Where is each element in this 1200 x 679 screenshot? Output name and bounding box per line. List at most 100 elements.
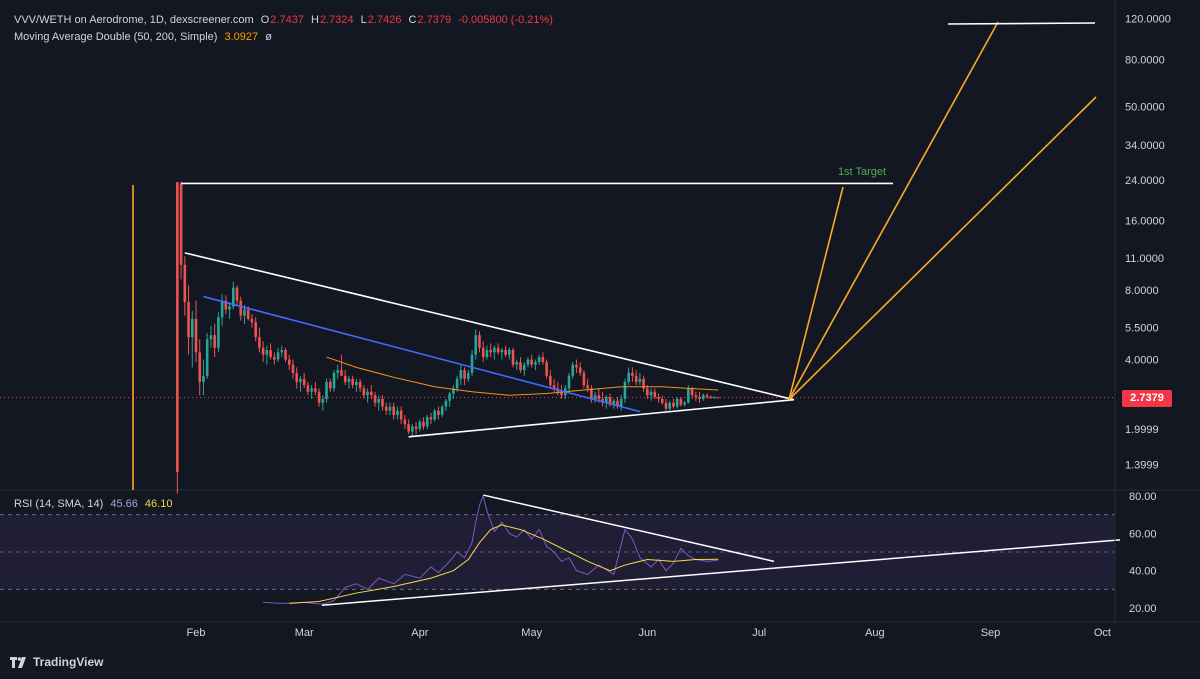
price-axis-label: 16.0000 (1125, 216, 1165, 228)
candle-body (250, 318, 254, 323)
candle-body (287, 359, 291, 365)
candle-body (347, 378, 351, 382)
candle-body (295, 372, 299, 382)
rsi-axis-label: 60.00 (1129, 528, 1157, 540)
candle-body (448, 393, 451, 401)
candle-body (317, 391, 321, 403)
time-axis-label: Jun (638, 627, 656, 639)
top-target-line (947, 22, 1096, 25)
candle-body (459, 370, 463, 379)
price-axis-label: 5.5000 (1125, 323, 1159, 335)
candle-body (466, 372, 470, 379)
ma-label: Moving Average Double (50, 200, Simple) (14, 31, 218, 43)
candle-body (381, 398, 384, 407)
candle-body (243, 309, 246, 316)
tradingview-wordmark: TradingView (33, 655, 104, 669)
candle-body (642, 378, 645, 389)
last-price-tag: 2.7379 (1122, 390, 1172, 407)
candle-body (496, 347, 500, 353)
price-axis-label: 4.0000 (1125, 355, 1159, 367)
first-target-label: 1st Target (838, 166, 886, 178)
candle-body (541, 357, 545, 363)
candle-body (232, 287, 235, 307)
candle-body (258, 337, 261, 348)
candle-body (508, 349, 511, 355)
candle-body (485, 349, 489, 358)
candle-body (370, 391, 373, 396)
candle-body (246, 309, 250, 319)
candle-body (418, 421, 422, 429)
candle-body (597, 395, 601, 399)
time-axis-label: Feb (187, 627, 206, 639)
rsi-lower-trendline (321, 539, 1121, 606)
candle-body (299, 378, 302, 382)
candle-body (306, 385, 310, 392)
price-axis-label: 34.0000 (1125, 140, 1165, 152)
price-axis-label: 120.0000 (1125, 14, 1171, 26)
candle-body (183, 264, 187, 303)
candle-body (444, 400, 448, 407)
rsi-header: RSI (14, SMA, 14) 45.66 46.10 (14, 498, 176, 510)
candle-body (694, 395, 698, 398)
candle-body (235, 287, 239, 301)
price-axis-label: 1.9999 (1125, 424, 1159, 436)
ma-extra: ø (265, 31, 272, 43)
candle-body (664, 402, 668, 409)
candle-body (261, 347, 265, 355)
candle-body (515, 362, 519, 365)
candle-body (198, 352, 202, 382)
candle-body (646, 388, 649, 396)
candle-body (605, 397, 608, 403)
candle-body (601, 398, 604, 403)
candle-body (619, 398, 623, 407)
candle-body (683, 402, 686, 405)
candle-body (325, 381, 328, 399)
candle-body (481, 347, 485, 358)
rsi-sma-value: 46.10 (144, 498, 173, 510)
candle-body (549, 375, 552, 386)
open-key: O (260, 14, 270, 26)
rsi-axis-label: 20.00 (1129, 603, 1157, 615)
candle-body (179, 183, 183, 265)
candle-body (265, 349, 269, 355)
triangle-upper-line (184, 252, 795, 401)
candle-body (690, 388, 694, 396)
candle-body (687, 388, 690, 403)
header-line-2: Moving Average Double (50, 200, Simple) … (14, 31, 276, 43)
candle-body (276, 352, 280, 360)
candle-body (321, 398, 325, 403)
rsi-label: RSI (14, SMA, 14) (14, 498, 104, 510)
candle-body (627, 372, 630, 382)
low-value: 2.7426 (367, 14, 402, 26)
candle-body (608, 397, 612, 405)
candle-body (552, 385, 556, 389)
projection-line (788, 21, 999, 401)
candle-body (228, 306, 231, 310)
high-key: H (311, 14, 319, 26)
change-value: -0.005800 (-0.21%) (458, 14, 553, 26)
candle-body (638, 378, 642, 382)
candle-body (716, 397, 720, 399)
candle-body (176, 182, 179, 473)
candle-body (411, 426, 414, 432)
price-axis-label: 80.0000 (1125, 54, 1165, 66)
candle-body (567, 375, 571, 389)
candle-body (384, 406, 388, 411)
candle-body (224, 300, 228, 310)
open-value: 2.7437 (270, 14, 304, 26)
price-axis-label: 11.0000 (1125, 253, 1164, 265)
candle-body (362, 388, 366, 396)
candle-body (343, 375, 347, 382)
candle-body (623, 381, 627, 399)
high-value: 2.7324 (319, 14, 354, 26)
candle-body (280, 349, 284, 353)
candle-body (202, 375, 205, 382)
candle-body (489, 349, 492, 353)
candle-body (355, 381, 358, 386)
tradingview-mark-icon (10, 656, 28, 668)
time-axis-label: Jul (752, 627, 766, 639)
candle-body (590, 388, 593, 399)
candle-body (440, 406, 444, 415)
candle-body (291, 364, 295, 373)
